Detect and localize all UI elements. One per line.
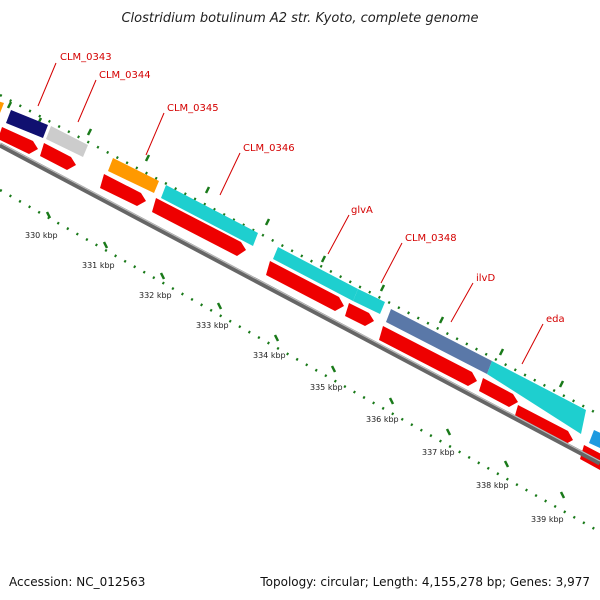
kbp-label: 332 kbp <box>139 291 172 300</box>
cds-arrow-7 <box>379 326 477 386</box>
cds-arrow-8 <box>479 378 518 407</box>
gene-box-glvA <box>273 247 358 301</box>
accession-text: Accession: NC_012563 <box>9 575 145 589</box>
kbp-major-ticks <box>45 211 566 499</box>
gene-label-glvA[interactable]: glvA <box>351 205 373 216</box>
kbp-label: 333 kbp <box>196 321 229 330</box>
genome-summary-text: Topology: circular; Length: 4,155,278 bp… <box>259 575 590 589</box>
cds-arrows <box>0 127 600 470</box>
kbp-labels: 330 kbp 331 kbp 332 kbp 333 kbp 334 kbp … <box>25 231 564 524</box>
gene-boxes <box>0 101 600 448</box>
cds-arrow-1 <box>0 127 38 154</box>
cds-arrow-2 <box>40 143 76 170</box>
gene-label-ilvD[interactable]: ilvD <box>476 273 495 284</box>
backbone-highlight <box>0 142 600 462</box>
cds-arrow-4 <box>152 198 246 256</box>
kbp-label: 335 kbp <box>310 383 343 392</box>
gene-box-right-edge <box>589 430 600 448</box>
gene-box-eda <box>487 361 586 434</box>
kbp-label: 339 kbp <box>531 515 564 524</box>
kbp-label: 330 kbp <box>25 231 58 240</box>
kbp-label: 337 kbp <box>422 448 455 457</box>
cds-arrow-5 <box>266 261 344 311</box>
kbp-label: 331 kbp <box>82 261 115 270</box>
kbp-label: 338 kbp <box>476 481 509 490</box>
outer-tick-track <box>0 93 600 417</box>
gene-box-CLM_0348 <box>353 289 385 314</box>
map-title: Clostridium botulinum A2 str. Kyoto, com… <box>121 11 478 26</box>
gene-box-left-edge <box>0 101 4 113</box>
gene-box-ilvD <box>386 309 492 374</box>
backbone <box>0 142 600 466</box>
label-leader-lines <box>37 62 544 365</box>
cds-arrow-9 <box>514 405 573 445</box>
gene-box-CLM_0345 <box>108 158 159 193</box>
gene-label-CLM_0345[interactable]: CLM_0345 <box>167 103 219 114</box>
gene-label-CLM_0348[interactable]: CLM_0348 <box>405 233 457 244</box>
cds-arrow-6 <box>345 303 374 326</box>
gene-label-CLM_0344[interactable]: CLM_0344 <box>99 70 151 81</box>
kbp-label: 334 kbp <box>253 351 286 360</box>
gene-box-CLM_0346 <box>161 185 258 246</box>
kbp-tick-track <box>0 188 600 534</box>
cds-arrow-3 <box>100 174 146 206</box>
gene-label-CLM_0346[interactable]: CLM_0346 <box>243 143 295 154</box>
gene-label-eda[interactable]: eda <box>546 314 565 325</box>
gene-box-CLM_0343 <box>6 110 48 138</box>
kbp-label: 336 kbp <box>366 415 399 424</box>
gene-label-CLM_0343[interactable]: CLM_0343 <box>60 52 112 63</box>
gene-box-CLM_0344 <box>46 126 88 157</box>
gene-labels: CLM_0343 CLM_0344 CLM_0345 CLM_0346 glvA… <box>60 52 565 325</box>
